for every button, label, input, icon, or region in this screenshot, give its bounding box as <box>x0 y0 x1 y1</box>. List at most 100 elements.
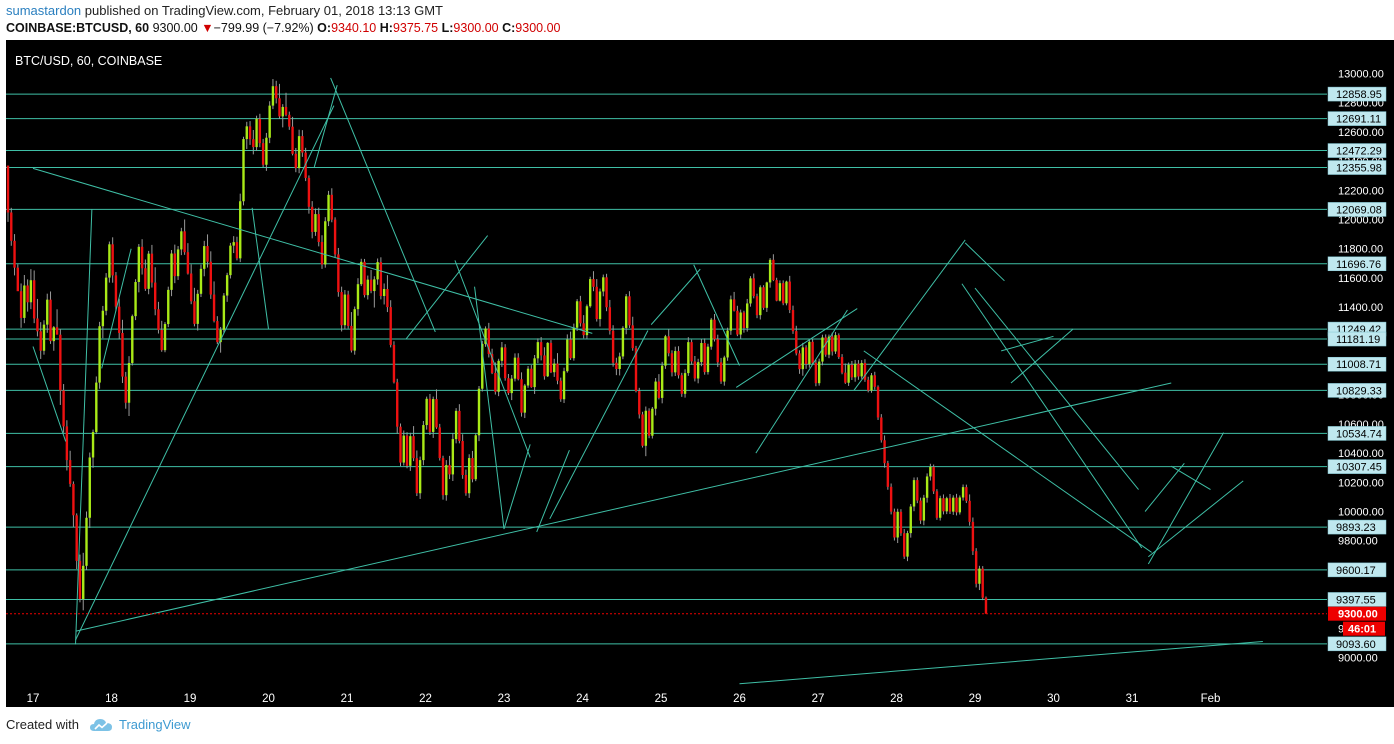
trend-line <box>1001 335 1054 352</box>
candle-body <box>216 321 219 343</box>
trend-line <box>739 640 1263 685</box>
candle-body <box>6 165 10 213</box>
candle-body <box>654 381 657 409</box>
candle-body <box>291 126 294 154</box>
candle-body <box>867 379 870 391</box>
candle-body <box>98 326 101 383</box>
candle-body <box>170 253 173 290</box>
level-price-box <box>1327 426 1387 441</box>
candle-body <box>919 500 922 521</box>
candle-body <box>965 487 968 501</box>
time-axis[interactable] <box>6 688 1394 707</box>
candle-body <box>494 372 497 392</box>
price-tick-label: 12200.00 <box>1338 185 1384 197</box>
candle-body <box>559 380 562 400</box>
time-tick-label: 25 <box>655 693 668 705</box>
candle-body <box>726 330 729 358</box>
candle-body <box>602 277 605 292</box>
candle-body <box>193 301 196 324</box>
candle-body <box>664 336 667 366</box>
candle-body <box>677 351 680 376</box>
tradingview-cloud-icon <box>89 718 112 731</box>
level-price-label: 10307.45 <box>1336 462 1382 474</box>
trend-line <box>32 346 67 442</box>
candle-body <box>710 319 713 347</box>
price-tick-label: 11400.00 <box>1338 302 1383 314</box>
candle-body <box>618 356 621 370</box>
candle-body <box>467 458 471 494</box>
candle-body <box>189 273 193 302</box>
candle-body <box>160 329 163 351</box>
level-price-box <box>1327 160 1387 175</box>
candle-body <box>346 294 350 326</box>
level-price-label: 12355.98 <box>1336 163 1382 175</box>
candle-body <box>569 339 572 359</box>
time-tick-label: 31 <box>1126 693 1139 705</box>
candle-body <box>114 275 118 307</box>
candle-body <box>62 390 65 427</box>
candle-body <box>137 246 141 282</box>
trend-line <box>1148 480 1244 558</box>
candle-body <box>288 114 291 127</box>
candle-body <box>513 357 517 379</box>
candle-body <box>360 261 363 285</box>
level-price-label: 12472.29 <box>1336 146 1382 158</box>
candle-body <box>556 363 559 381</box>
candle-body <box>235 242 239 259</box>
candle-body <box>860 363 863 377</box>
candle-body <box>265 137 268 165</box>
tradingview-link[interactable]: TradingView <box>118 717 191 732</box>
candle-body <box>952 497 955 512</box>
candle-body <box>304 152 307 178</box>
level-price-box <box>1327 519 1387 535</box>
candle-body <box>922 497 926 521</box>
price-tick-label: 10200.00 <box>1338 477 1384 489</box>
candle-body <box>261 143 265 165</box>
candle-body <box>899 511 903 534</box>
candle-body <box>853 363 857 378</box>
candle-body <box>55 327 59 335</box>
price-chart[interactable]: 9000.009200.009400.009600.009800.0010000… <box>0 40 1394 707</box>
level-price-label: 10829.33 <box>1336 385 1382 397</box>
candle-body <box>163 324 167 351</box>
candle-body <box>330 194 334 220</box>
candle-body <box>687 342 690 374</box>
candle-body <box>445 465 448 496</box>
level-price-box <box>1327 331 1387 347</box>
candle-body <box>585 306 589 336</box>
candle-body <box>539 342 543 356</box>
candle-body <box>670 353 674 373</box>
candle-body <box>889 486 893 512</box>
candle-body <box>880 417 883 441</box>
trend-line <box>405 235 489 340</box>
candle-body <box>373 279 376 292</box>
candle-body <box>932 466 935 492</box>
time-tick-label: 24 <box>576 693 589 705</box>
candle-body <box>827 336 831 355</box>
candle-body <box>333 219 337 255</box>
candle-body <box>624 296 628 328</box>
candle-body <box>435 399 438 428</box>
level-price-label: 9397.55 <box>1336 594 1376 606</box>
author-link[interactable]: sumastardon <box>6 3 82 18</box>
candle-body <box>284 106 288 115</box>
level-price-label: 9093.60 <box>1336 639 1376 651</box>
candle-body <box>925 476 929 498</box>
time-tick-label: 17 <box>27 693 40 705</box>
candle-body <box>824 337 827 355</box>
candle-body <box>883 440 886 464</box>
candle-body <box>36 318 39 332</box>
price-tick-label: 11600.00 <box>1338 273 1383 285</box>
candle-body <box>26 285 29 303</box>
candle-body <box>399 426 402 463</box>
level-price-box <box>1327 383 1387 398</box>
candle-body <box>641 414 644 446</box>
candle-body <box>49 299 52 342</box>
candle-body <box>324 221 327 265</box>
trend-line <box>75 382 1172 632</box>
candle-body <box>337 254 340 293</box>
candle-body <box>490 353 494 373</box>
candle-body <box>59 334 62 391</box>
publish-info: sumastardon published on TradingView.com… <box>6 3 443 18</box>
level-price-box <box>1327 562 1387 578</box>
